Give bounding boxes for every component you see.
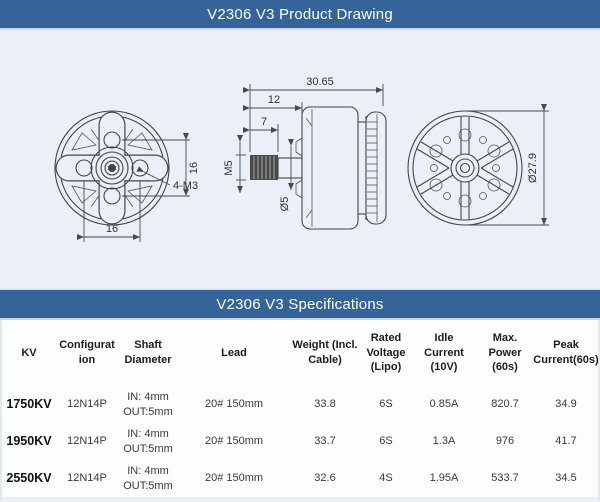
column-header-peak-current: Peak Current(60s): [533, 339, 599, 366]
cell-shaft-diameter: IN: 4mm OUT:5mm: [123, 427, 173, 455]
front-mount-holes-label: 4-M3: [173, 180, 198, 192]
cell-shaft-diameter: IN: 4mm OUT:5mm: [123, 464, 173, 492]
column-header-idle-current: Idle Current (10V): [424, 331, 464, 374]
side-view-drawing: 30.65 12 7 M5 Ø5: [223, 76, 387, 230]
cell-rated-voltage: 4S: [379, 472, 393, 485]
cell-configuration: 12N14P: [67, 472, 107, 485]
rear-view-drawing: Ø27.9: [407, 104, 549, 226]
specifications-title: V2306 V3 Specifications: [216, 295, 384, 313]
cell-idle-current: 0.85A: [429, 398, 459, 411]
cell-max-power: 976: [495, 435, 515, 448]
cell-weight: 33.7: [314, 435, 336, 448]
product-drawing-title: V2306 V3 Product Drawing: [207, 5, 393, 23]
cell-kv: 1950KV: [6, 434, 52, 449]
specifications-table: KV Configuration Shaft Diameter Lead Wei…: [0, 320, 600, 500]
technical-drawing-area: 16 16 4-M3 30.65 12 7: [0, 30, 600, 289]
motor-technical-drawing: 16 16 4-M3 30.65 12 7: [54, 76, 549, 242]
column-header-shaft-diameter: Shaft Diameter: [124, 339, 172, 366]
cell-peak-current: 34.9: [555, 398, 577, 411]
cell-kv: 2550KV: [6, 471, 52, 486]
cell-max-power: 533.7: [491, 472, 519, 485]
cell-configuration: 12N14P: [67, 398, 107, 411]
side-shaft-length-label: 12: [268, 94, 280, 106]
side-thread-length-label: 7: [261, 116, 267, 128]
product-drawing-header-bar: V2306 V3 Product Drawing: [0, 0, 600, 30]
cell-kv: 1750KV: [6, 397, 52, 412]
side-shaft-diameter-label: Ø5: [279, 197, 291, 212]
column-header-max-power: Max. Power (60s): [488, 331, 522, 374]
side-total-length-label: 30.65: [306, 76, 334, 88]
cell-lead: 20# 150mm: [204, 472, 264, 485]
column-header-lead: Lead: [221, 346, 247, 359]
cell-idle-current: 1.95A: [429, 472, 459, 485]
cell-lead: 20# 150mm: [204, 435, 264, 448]
column-header-rated-voltage: Rated Voltage (Lipo): [366, 331, 406, 374]
cell-rated-voltage: 6S: [379, 435, 393, 448]
front-bolt-spacing-horizontal-label: 16: [106, 223, 118, 235]
front-bolt-spacing-vertical-label: 16: [188, 162, 200, 174]
side-thread-spec-label: M5: [223, 160, 235, 175]
cell-peak-current: 34.5: [555, 472, 577, 485]
front-view-drawing: 16 16 4-M3: [54, 110, 200, 242]
cell-rated-voltage: 6S: [379, 398, 393, 411]
rear-bell-diameter-label: Ø27.9: [527, 153, 539, 183]
specifications-header-bar: V2306 V3 Specifications: [0, 289, 600, 320]
cell-shaft-diameter: IN: 4mm OUT:5mm: [123, 390, 173, 418]
cell-weight: 32.6: [314, 472, 336, 485]
column-header-weight: Weight (Incl. Cable): [292, 339, 358, 366]
cell-lead: 20# 150mm: [204, 398, 264, 411]
cell-peak-current: 41.7: [555, 435, 577, 448]
cell-max-power: 820.7: [491, 398, 519, 411]
cell-configuration: 12N14P: [67, 435, 107, 448]
bottom-strip: [2, 497, 598, 500]
column-header-kv: KV: [21, 346, 37, 359]
cell-idle-current: 1.3A: [432, 435, 456, 448]
cell-weight: 33.8: [314, 398, 336, 411]
column-header-configuration: Configuration: [59, 339, 115, 366]
